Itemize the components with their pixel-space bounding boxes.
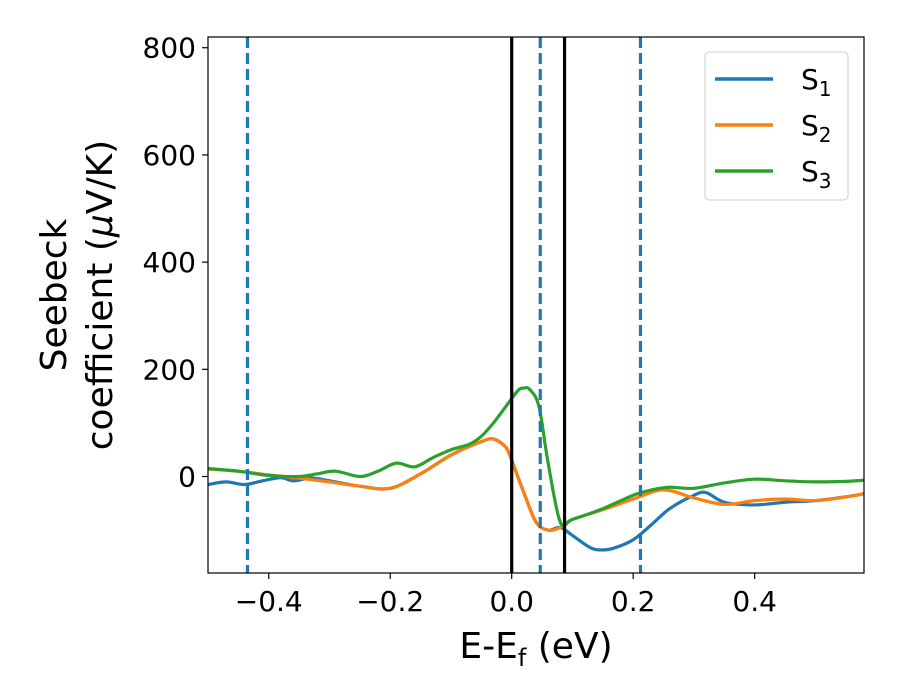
series-line-s1 (208, 437, 864, 552)
series-layer (208, 386, 864, 552)
x-tick-label: 0.0 (489, 585, 534, 618)
x-tick-label: −0.4 (235, 585, 303, 618)
x-axis-label: E-Ef (eV) (459, 626, 612, 672)
y-tick-label: 0 (178, 461, 196, 494)
y-axis-label-post: V/K) (80, 140, 121, 214)
y-axis-label-line2: coefficient (μV/K) (80, 140, 121, 450)
reference-lines-layer (245, 37, 643, 573)
x-tick-label: 0.4 (732, 585, 777, 618)
x-tick-label: −0.2 (356, 585, 424, 618)
legend-label-s2: S2 (801, 109, 832, 147)
series-line-s3 (208, 386, 864, 528)
y-tick-label: 400 (143, 246, 196, 279)
series-line-s2 (208, 437, 864, 532)
ticks-layer: −0.4 −0.2 0.0 0.2 0.4 0 200 400 600 800 (143, 32, 777, 618)
legend-box (704, 51, 849, 201)
y-tick-label: 600 (143, 139, 196, 172)
y-axis-label-line1: Seebeck (34, 218, 75, 371)
y-axis-label-mu: μ (80, 214, 121, 238)
x-axis-label-sub: f (518, 644, 527, 672)
legend-label-s1: S1 (801, 63, 832, 101)
y-axis-label-pre: coefficient ( (80, 237, 121, 450)
x-axis-label-main: E-E (459, 626, 517, 667)
legend: S1 S2 S3 (704, 51, 849, 201)
x-tick-label: 0.2 (611, 585, 656, 618)
plot-frame (207, 36, 865, 574)
legend-label-s3: S3 (801, 155, 832, 193)
x-axis-label-tail: (eV) (526, 626, 612, 667)
y-tick-label: 200 (143, 353, 196, 386)
y-tick-label: 800 (143, 32, 196, 65)
